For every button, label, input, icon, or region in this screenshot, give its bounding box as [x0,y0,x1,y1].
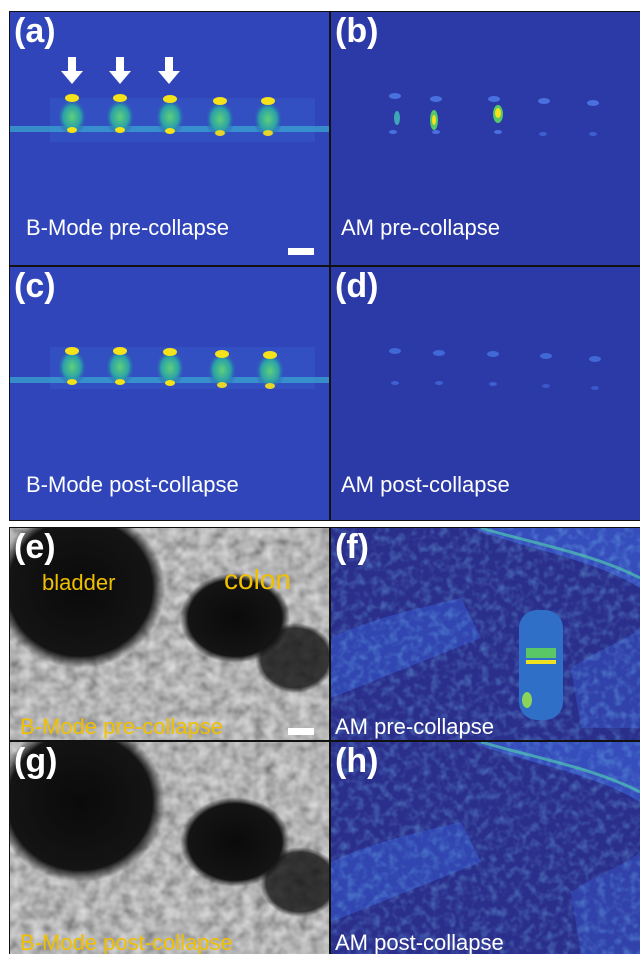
panel-f-caption: AM pre-collapse [335,714,494,739]
panel-e-image [10,528,329,740]
panel-g-caption: B-Mode post-collapse [20,930,233,954]
down-arrow-icon [109,57,131,84]
panel-f-am-pre: (f) AM pre-collapse [331,528,640,740]
panel-f-image [331,528,640,740]
panel-h-image [331,742,640,954]
panel-d-am-post: (d) AM post-collapse [331,267,640,520]
panel-h-letter: (h) [335,742,379,780]
panel-c-caption: B-Mode post-collapse [26,472,239,497]
panel-h-caption: AM post-collapse [335,930,504,954]
panel-d-letter: (d) [335,267,379,305]
panel-d-image [331,267,640,520]
scale-bar [288,728,314,735]
colon-label: colon [224,564,291,595]
panel-f-letter: (f) [335,528,369,566]
down-arrow-icon [61,57,83,84]
panel-c-bmode-post: (c) B-Mode post-collapse [10,267,329,520]
panel-a-caption: B-Mode pre-collapse [26,215,229,240]
panel-a-image [10,12,329,265]
panel-a-letter: (a) [14,12,56,50]
panel-b-image [331,12,640,265]
panel-d-caption: AM post-collapse [341,472,510,497]
panel-e-letter: (e) [14,528,56,566]
panel-b-letter: (b) [335,12,379,50]
panel-e-bmode-pre: (e) bladder colon B-Mode pre-collapse [10,528,329,740]
panel-c-letter: (c) [14,267,56,305]
panel-c-image [10,267,329,520]
panel-a-bmode-pre: (a) B-Mode pre-collapse [10,12,329,265]
panel-g-bmode-post: (g) B-Mode post-collapse [10,742,329,954]
bladder-label: bladder [42,570,116,595]
panel-e-caption: B-Mode pre-collapse [20,714,223,739]
panel-h-am-post: (h) AM post-collapse [331,742,640,954]
panel-g-letter: (g) [14,742,58,780]
down-arrow-icon [158,57,180,84]
bead-row [57,94,283,138]
panel-g-image [10,742,329,954]
panel-b-caption: AM pre-collapse [341,215,500,240]
scale-bar [288,248,314,255]
panel-b-am-pre: (b) AM pre-collapse [331,12,640,265]
